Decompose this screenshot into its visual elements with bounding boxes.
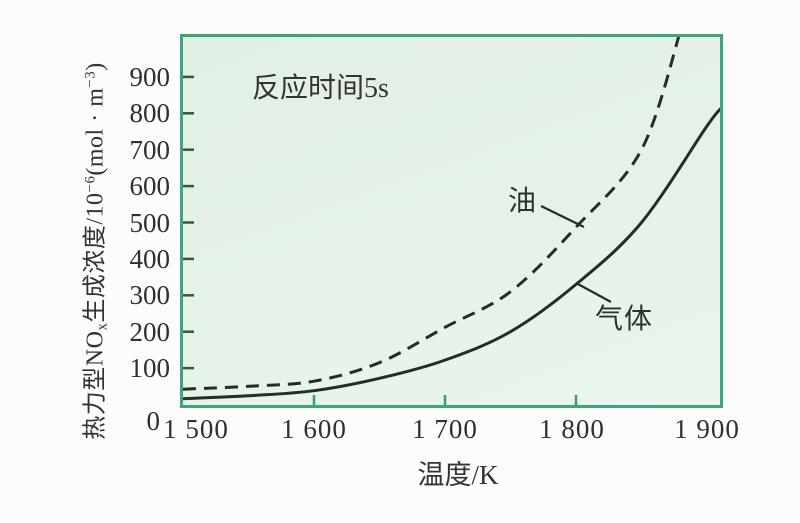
y-tick-label: 200 xyxy=(129,316,171,347)
y-tick-label: 900 xyxy=(129,61,171,92)
y-tick-label: 400 xyxy=(129,243,171,274)
y-tick-label: 100 xyxy=(129,353,171,384)
x-tick-label: 1 800 xyxy=(539,414,605,444)
y-tick-label: 600 xyxy=(129,171,171,202)
y-tick-label: 700 xyxy=(129,134,171,165)
annotation-reaction-time: 反应时间5s xyxy=(252,73,389,104)
series-label-oil: 油 xyxy=(508,186,538,217)
x-tick-label: 1 600 xyxy=(281,414,347,444)
y-tick-label: 500 xyxy=(129,207,171,238)
x-tick-label: 1 500 xyxy=(163,414,229,444)
y-tick-label: 300 xyxy=(129,280,171,311)
series-label-gas: 气体 xyxy=(595,304,654,335)
x-axis-title: 温度/K xyxy=(417,460,499,490)
y-tick-label: 800 xyxy=(129,98,171,129)
y-tick-label: 0 xyxy=(146,405,161,436)
x-tick-label: 1 900 xyxy=(674,414,740,444)
x-tick-label: 1 700 xyxy=(412,414,478,444)
